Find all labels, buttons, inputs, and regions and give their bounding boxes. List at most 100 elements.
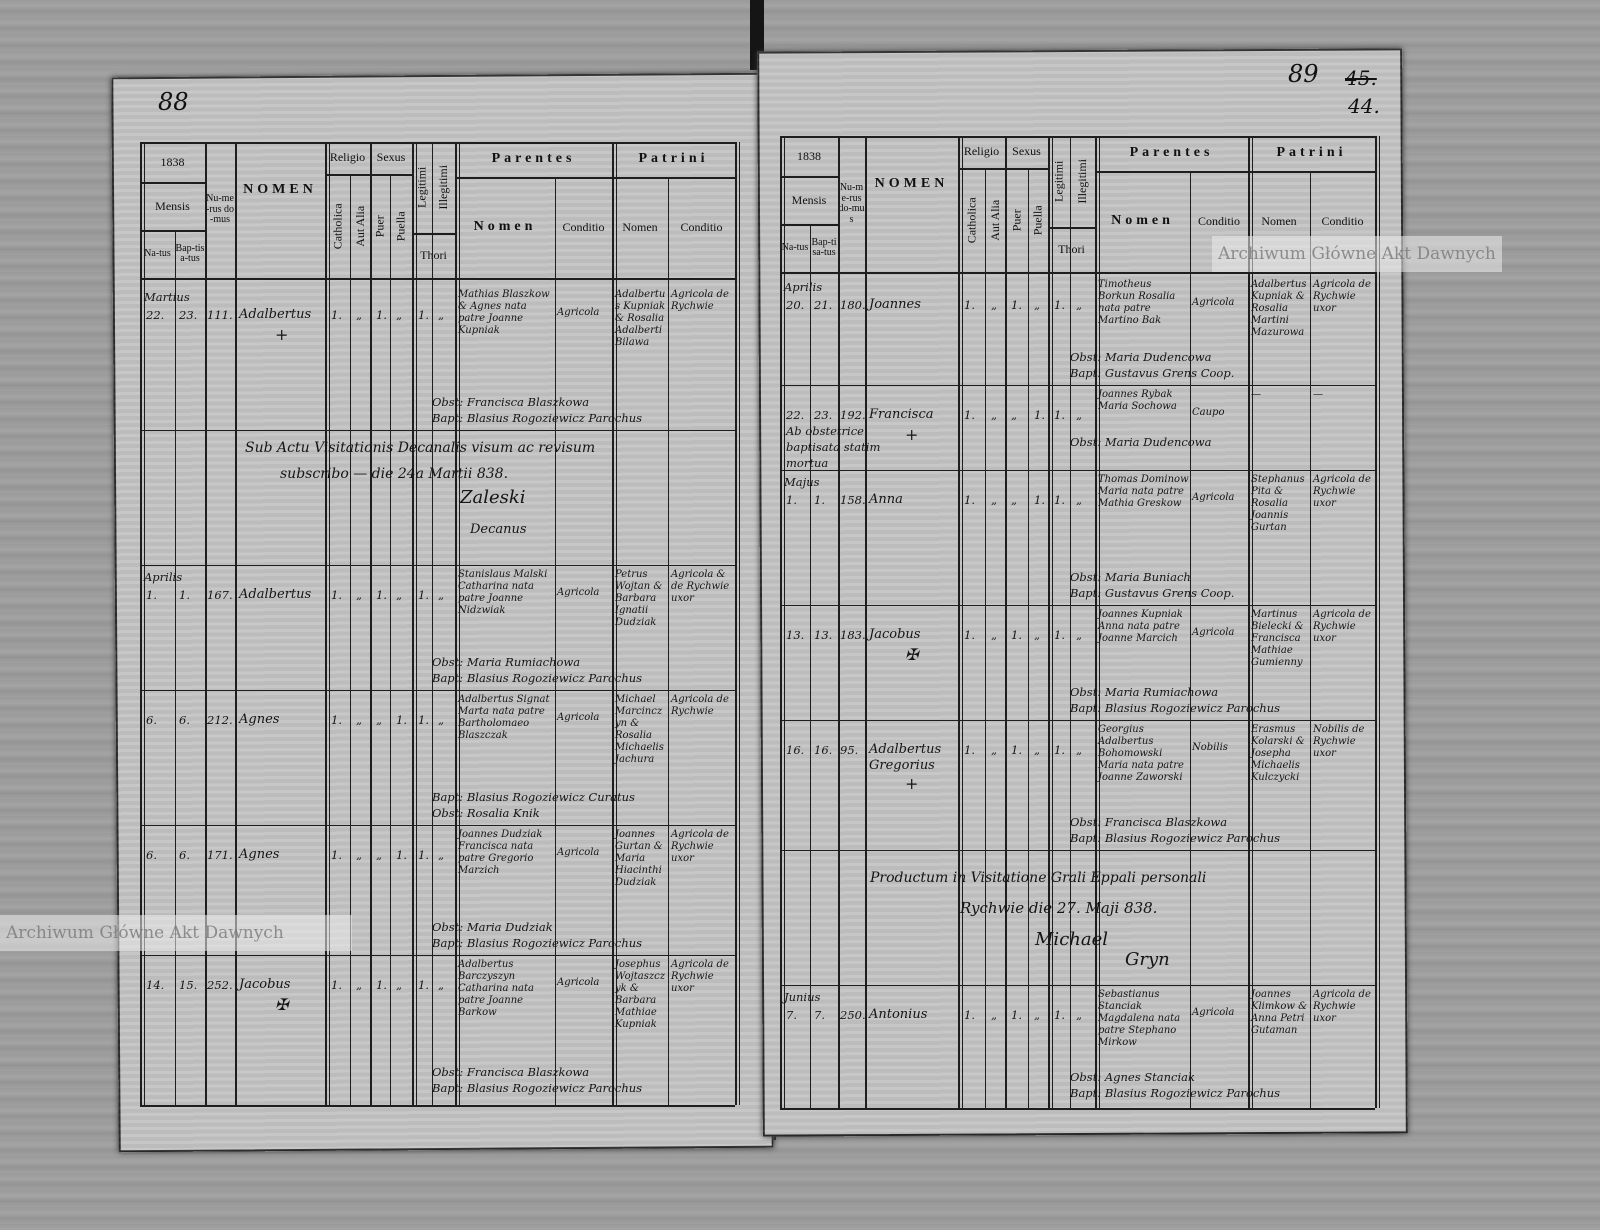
header-thori: Thori (1048, 227, 1095, 272)
ruling-line-vertical (412, 142, 414, 1105)
ruling-line-vertical (1248, 136, 1250, 1108)
entry-midwife: Obst: Francisca Blaszkowa (432, 1065, 590, 1079)
entry-column-mark: „ (438, 713, 444, 727)
entry-column-mark: „ (1034, 298, 1040, 312)
entry-baptizing-priest: Obst: Rosalia Knik (432, 806, 540, 820)
header-label: Conditio (680, 220, 723, 235)
ruling-line-vertical (390, 174, 392, 1105)
ruling-line-vertical (350, 174, 352, 1105)
entry-parents-condition: Agricola (1192, 627, 1235, 638)
entry-birth-day: 7. (786, 1008, 797, 1022)
entry-baptism-day: 6. (179, 713, 190, 727)
entry-house-number: 95. (840, 743, 859, 757)
header-parentes-nomen: Nomen (1095, 171, 1190, 272)
entry-column-mark: „ (991, 493, 997, 507)
entry-column-mark: „ (1076, 743, 1082, 757)
entry-month: Martius (144, 290, 190, 304)
entry-column-mark: 1. (418, 308, 429, 322)
entry-column-mark: „ (1076, 1008, 1082, 1022)
ruling-line-horizontal (140, 182, 205, 184)
header-year: 1838 (140, 142, 205, 182)
left-visitation-note-line1: Sub Actu Visitationis Decanalis visum ac… (245, 440, 596, 456)
header-label: Nomen (1111, 213, 1174, 229)
entry-baptizing-priest: Bapt: Gustavus Grens Coop. (1070, 586, 1235, 600)
ruling-line-horizontal (140, 142, 735, 144)
ruling-line-vertical (235, 142, 237, 1105)
header-label: Illegitimi (1075, 159, 1090, 204)
header-baptisatus: Bap-tisa-tus (175, 230, 205, 278)
entry-parents-condition: Agricola (557, 587, 600, 598)
entry-parents-condition: Agricola (557, 712, 600, 723)
entry-baptizing-priest: Bapt: Blasius Rogoziewicz Parochus (1070, 701, 1281, 715)
ruling-line-horizontal (780, 720, 1375, 722)
ruling-line-horizontal (140, 278, 735, 280)
entry-birth-day: 22. (146, 308, 165, 322)
ruling-line-vertical (612, 142, 614, 1105)
entry-column-mark: „ (356, 308, 362, 322)
entry-house-number: 212. (207, 713, 233, 727)
bishop-signature-surname: Gryn (1125, 949, 1170, 970)
entry-baptizing-priest: Bapt: Blasius Rogoziewicz Parochus (1070, 1086, 1281, 1100)
entry-godparents-condition: — (1313, 389, 1323, 400)
entry-baptism-day: 15. (179, 978, 198, 992)
ruling-line-horizontal (325, 174, 412, 176)
header-puella: Puella (390, 174, 412, 278)
entry-column-mark: „ (1076, 408, 1082, 422)
ruling-line-horizontal (958, 168, 1048, 170)
entry-birth-day: 14. (146, 978, 165, 992)
entry-column-mark: 1. (396, 713, 407, 727)
entry-parents-condition: Agricola (1192, 1007, 1235, 1018)
header-label: Bap-tisa-tus (811, 236, 837, 258)
entry-godparents-condition: Agricola de Rychwie (671, 694, 729, 717)
entry-baptism-day: 21. (814, 298, 833, 312)
header-label: Patrini (1276, 145, 1347, 161)
death-cross-mark: + (905, 425, 919, 444)
ruling-line-vertical (329, 142, 330, 1105)
header-label: Nomen (622, 220, 658, 235)
entry-birth-day: 16. (786, 743, 805, 757)
ruling-line-horizontal (140, 825, 735, 827)
entry-birth-day: 20. (786, 298, 805, 312)
header-label: Religio (963, 143, 1000, 158)
entry-child-name: Adalbertus (239, 307, 312, 322)
ruling-line-horizontal (412, 233, 455, 235)
entry-parents: Mathias Blaszkow & Agnes nata patre Joan… (458, 289, 550, 336)
header-legitimi: Legitimi (412, 142, 432, 233)
header-label: Sexus (1012, 143, 1041, 158)
entry-column-mark: „ (356, 713, 362, 727)
entry-godparents-condition: Nobilis de Rychwie uxor (1313, 724, 1365, 759)
entry-column-mark: „ (356, 848, 362, 862)
entry-baptism-day: 16. (814, 743, 833, 757)
entry-column-mark: 1. (331, 978, 342, 992)
header-nomen: NOMEN (235, 142, 325, 238)
entry-house-number: 158. (840, 493, 866, 507)
header-label: Aut Alia (987, 199, 1002, 241)
header-patrini-conditio: Conditio (1310, 171, 1375, 272)
header-label: Bap-tisa-tus (175, 242, 205, 264)
entry-column-mark: 1. (1054, 743, 1065, 757)
entry-baptizing-priest: Bapt: Gustavus Grens Coop. (1070, 366, 1235, 380)
header-illegitimi: Illegitimi (1070, 136, 1095, 227)
header-label: Conditio (1197, 214, 1240, 229)
entry-midwife: Obst: Maria Dudencowa (1070, 435, 1212, 449)
ruling-line-vertical (432, 142, 434, 1105)
entry-column-mark: „ (1034, 743, 1040, 757)
ruling-line-vertical (739, 142, 740, 1105)
header-puer: Puer (370, 174, 390, 278)
entry-birth-day: 6. (146, 848, 157, 862)
entry-column-mark: „ (396, 588, 402, 602)
header-thori: Thori (412, 233, 455, 278)
header-religio: Religio (958, 136, 1005, 166)
entry-column-mark: „ (396, 978, 402, 992)
ruling-line-horizontal (140, 955, 735, 957)
header-aut-alia: Aut Alia (350, 174, 370, 278)
ruling-line-horizontal (780, 176, 838, 178)
ruling-line-vertical (144, 142, 145, 1105)
entry-house-number: 167. (207, 588, 233, 602)
header-label: Na-tus (144, 247, 171, 259)
entry-house-number: 111. (207, 308, 233, 322)
entry-column-mark: „ (1011, 493, 1017, 507)
entry-birth-day: 1. (146, 588, 157, 602)
entry-godparents: Joannes Gurtan & Maria Hiacinthi Dudziak (615, 829, 663, 888)
entry-parents-condition: Agricola (557, 977, 600, 988)
